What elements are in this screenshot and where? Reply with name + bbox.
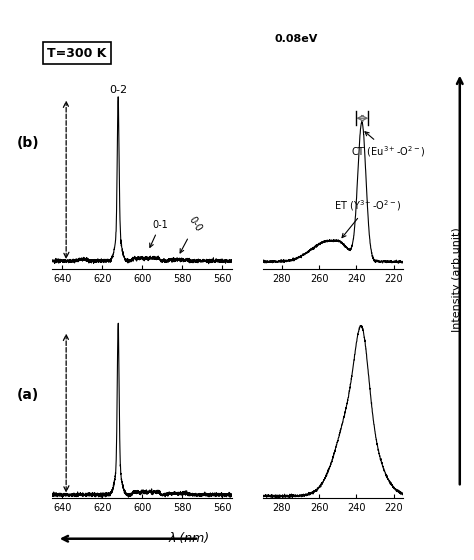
Text: Intensity (arb.unit): Intensity (arb.unit) bbox=[452, 227, 463, 333]
Text: λ (nm): λ (nm) bbox=[169, 532, 210, 545]
Text: CT (Eu$^{3+}$-O$^{2-}$): CT (Eu$^{3+}$-O$^{2-}$) bbox=[351, 132, 425, 158]
Text: 0-2: 0-2 bbox=[109, 85, 127, 95]
Text: ET (Y$^{3+}$-O$^{2-}$): ET (Y$^{3+}$-O$^{2-}$) bbox=[334, 199, 401, 237]
Text: T=300 K: T=300 K bbox=[47, 46, 107, 60]
Text: 0-1: 0-1 bbox=[150, 220, 168, 248]
Text: (b): (b) bbox=[17, 136, 39, 150]
Text: (a): (a) bbox=[17, 388, 39, 402]
Text: 0-0: 0-0 bbox=[180, 215, 204, 253]
Text: 0.08eV: 0.08eV bbox=[274, 34, 318, 44]
